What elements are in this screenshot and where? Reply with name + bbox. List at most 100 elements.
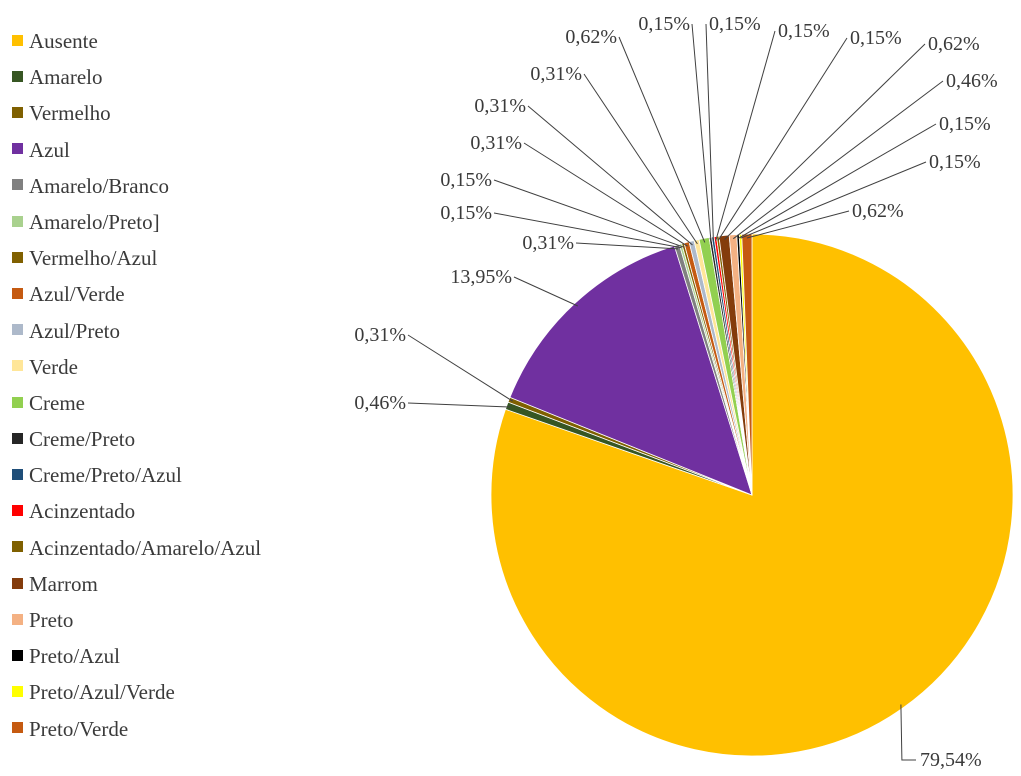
data-label: 0,15% [440, 169, 492, 191]
legend-swatch [12, 179, 23, 191]
leader-line [407, 334, 513, 402]
data-label: 0,62% [852, 200, 904, 222]
leader-line [900, 704, 916, 761]
data-label: 0,62% [928, 33, 980, 55]
leader-line [407, 402, 511, 408]
leader-line [493, 212, 682, 249]
leader-line [527, 105, 693, 246]
leader-line [583, 73, 698, 245]
legend-swatch [12, 251, 23, 263]
legend-swatch [12, 396, 23, 408]
legend-label: Preto/Azul [29, 644, 120, 669]
data-label: 13,95% [450, 266, 512, 288]
leader-lines [407, 23, 944, 761]
legend-swatch [12, 649, 23, 661]
leader-line [523, 142, 688, 247]
legend-swatch [12, 288, 23, 299]
legend-label: Acinzentado/Amarelo/Azul [29, 535, 262, 560]
data-label: 79,54% [920, 749, 982, 771]
legend-item: Preto/Verde [12, 709, 342, 745]
legend-label: Azul [29, 137, 70, 162]
legend-item: Amarelo/Preto] [12, 202, 342, 238]
data-label: 0,15% [778, 20, 830, 42]
legend-item: Azul/Preto [12, 311, 342, 347]
legend-item: Vermelho/Azul [12, 238, 342, 274]
legend-item: Azul/Verde [12, 274, 342, 310]
legend-item: Azul [12, 130, 342, 166]
legend-item: Creme/Preto/Azul [12, 455, 342, 491]
data-label: 0,15% [709, 13, 761, 35]
data-label: 0,15% [929, 151, 981, 173]
data-label: 0,46% [946, 70, 998, 92]
data-label: 0,15% [850, 27, 902, 49]
chart-legend: Ausente Amarelo Vermelho Azul Amarelo/Branco… [12, 21, 342, 745]
legend-label: Azul/Preto [29, 318, 120, 343]
legend-label: Creme/Preto [29, 427, 136, 452]
pie-slice [509, 245, 753, 496]
legend-label: Ausente [29, 29, 98, 54]
leader-line [746, 210, 850, 239]
leader-line [493, 179, 685, 248]
data-label: 0,62% [565, 26, 617, 48]
legend-swatch [12, 70, 23, 82]
legend-label: Creme [29, 390, 85, 415]
legend-swatch [12, 722, 23, 734]
legend-item: Preto/Azul/Verde [12, 672, 342, 708]
legend-swatch [12, 360, 23, 372]
legend-swatch [12, 686, 23, 698]
data-label: 0,31% [474, 95, 526, 117]
legend-label: Amarelo/Preto] [29, 210, 160, 235]
legend-swatch [12, 215, 23, 227]
legend-label: Amarelo/Branco [29, 173, 169, 198]
data-label: 0,31% [530, 63, 582, 85]
legend-label: Preto [29, 608, 74, 633]
legend-item: Ausente [12, 21, 342, 57]
data-label: 0,46% [354, 392, 406, 414]
legend-swatch [12, 505, 23, 517]
leader-line [618, 36, 706, 243]
legend-swatch [12, 577, 23, 589]
leader-line [705, 23, 714, 241]
leader-line [575, 242, 679, 250]
legend-item: Verde [12, 347, 342, 383]
legend-label: Verde [29, 354, 78, 379]
legend-item: Preto [12, 600, 342, 636]
legend-label: Marrom [29, 571, 98, 596]
data-labels: 79,54% 0,46% 0,31% 13,95% 0,31% 0,15% 0,15% 0,3… [354, 13, 997, 771]
legend-item: Vermelho [12, 93, 342, 129]
leader-line [513, 276, 579, 307]
data-label: 0,15% [638, 13, 690, 35]
legend-item: Creme/Preto [12, 419, 342, 455]
legend-swatch [12, 324, 23, 336]
legend-swatch [12, 107, 23, 119]
legend-label: Preto/Azul/Verde [29, 680, 175, 705]
legend-label: Azul/Verde [29, 282, 125, 307]
legend-label: Amarelo [29, 65, 103, 90]
data-label: 0,31% [354, 324, 406, 346]
leader-line [691, 23, 712, 242]
data-label: 0,31% [522, 232, 574, 254]
leader-line [724, 43, 926, 240]
leader-line [717, 37, 848, 241]
legend-item: Acinzentado/Amarelo/Azul [12, 528, 342, 564]
pie-slices [490, 233, 1014, 757]
legend-item: Acinzentado [12, 491, 342, 527]
legend-item: Amarelo [12, 57, 342, 93]
leader-line [732, 80, 944, 240]
legend-swatch [12, 541, 23, 553]
legend-swatch [12, 143, 23, 155]
legend-label: Vermelho [29, 101, 111, 126]
legend-label: Creme/Preto/Azul [29, 463, 182, 488]
leader-line [715, 30, 776, 241]
legend-item: Amarelo/Branco [12, 166, 342, 202]
leader-line [740, 161, 927, 239]
data-label: 0,15% [440, 202, 492, 224]
data-label: 0,31% [470, 132, 522, 154]
legend-item: Marrom [12, 564, 342, 600]
legend-label: Acinzentado [29, 499, 136, 524]
leader-line [737, 123, 937, 239]
legend-swatch [12, 468, 23, 480]
legend-swatch [12, 613, 23, 625]
legend-swatch [12, 432, 23, 444]
